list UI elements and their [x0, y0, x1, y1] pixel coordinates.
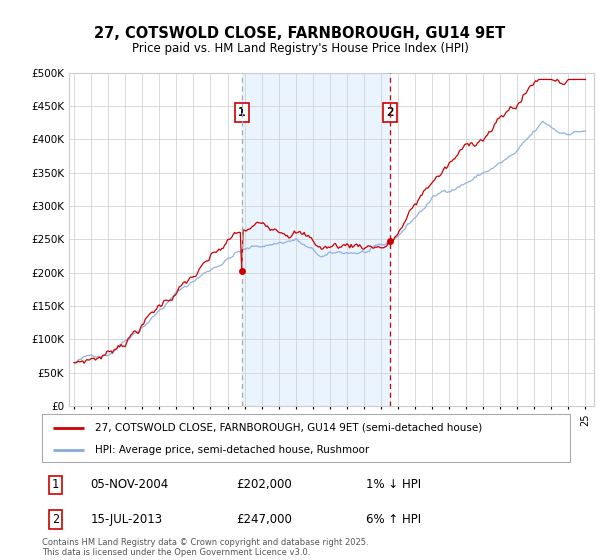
- Text: Price paid vs. HM Land Registry's House Price Index (HPI): Price paid vs. HM Land Registry's House …: [131, 42, 469, 55]
- Text: 27, COTSWOLD CLOSE, FARNBOROUGH, GU14 9ET (semi-detached house): 27, COTSWOLD CLOSE, FARNBOROUGH, GU14 9E…: [95, 423, 482, 433]
- Text: 1% ↓ HPI: 1% ↓ HPI: [366, 478, 421, 492]
- Text: 27, COTSWOLD CLOSE, FARNBOROUGH, GU14 9ET: 27, COTSWOLD CLOSE, FARNBOROUGH, GU14 9E…: [94, 26, 506, 41]
- Text: 1: 1: [52, 478, 59, 492]
- Text: 2: 2: [386, 106, 394, 119]
- Text: HPI: Average price, semi-detached house, Rushmoor: HPI: Average price, semi-detached house,…: [95, 445, 369, 455]
- Text: £247,000: £247,000: [236, 513, 292, 526]
- Text: 05-NOV-2004: 05-NOV-2004: [91, 478, 169, 492]
- Text: 15-JUL-2013: 15-JUL-2013: [91, 513, 163, 526]
- Bar: [242, 73, 390, 406]
- Text: Contains HM Land Registry data © Crown copyright and database right 2025.
This d: Contains HM Land Registry data © Crown c…: [42, 538, 368, 557]
- Text: 2: 2: [52, 513, 59, 526]
- FancyBboxPatch shape: [42, 414, 570, 462]
- Text: 6% ↑ HPI: 6% ↑ HPI: [366, 513, 421, 526]
- Text: £202,000: £202,000: [236, 478, 292, 492]
- Text: 1: 1: [238, 106, 245, 119]
